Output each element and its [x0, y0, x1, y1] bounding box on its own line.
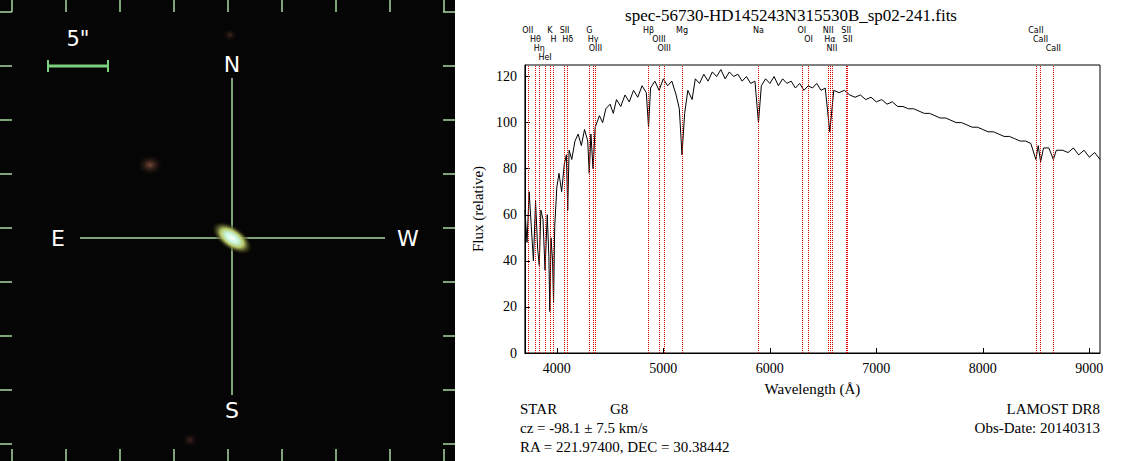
svg-text:Na: Na — [753, 26, 764, 35]
svg-text:N: N — [224, 52, 240, 77]
svg-text:cz = -98.1 ± 7.5 km/s: cz = -98.1 ± 7.5 km/s — [520, 420, 648, 436]
svg-text:OII: OII — [522, 26, 533, 35]
svg-text:Hγ: Hγ — [588, 35, 599, 44]
svg-text:OIII: OIII — [652, 35, 665, 44]
svg-text:4000: 4000 — [543, 361, 571, 376]
svg-text:SII: SII — [560, 26, 570, 35]
svg-text:LAMOST DR8: LAMOST DR8 — [1007, 401, 1101, 417]
svg-text:Hα: Hα — [824, 35, 835, 44]
svg-text:Obs-Date: 20140313: Obs-Date: 20140313 — [975, 420, 1100, 436]
svg-text:Wavelength (Å): Wavelength (Å) — [765, 381, 861, 398]
svg-text:G: G — [586, 26, 592, 35]
svg-text:OIII: OIII — [657, 44, 670, 53]
svg-text:Hδ: Hδ — [562, 35, 573, 44]
svg-text:CaII: CaII — [1033, 35, 1048, 44]
svg-text:80: 80 — [503, 161, 517, 176]
svg-text:OI: OI — [797, 26, 806, 35]
svg-text:CaII: CaII — [1028, 26, 1043, 35]
svg-text:6000: 6000 — [756, 361, 784, 376]
svg-text:S: S — [225, 398, 239, 423]
svg-text:SII: SII — [843, 35, 853, 44]
svg-text:spec-56730-HD145243N315530B_sp: spec-56730-HD145243N315530B_sp02-241.fit… — [625, 6, 957, 25]
svg-text:40: 40 — [503, 253, 517, 268]
svg-text:Hθ: Hθ — [530, 35, 541, 44]
svg-text:120: 120 — [496, 69, 517, 84]
svg-text:9000: 9000 — [1075, 361, 1103, 376]
svg-text:STAR: STAR — [520, 401, 557, 417]
svg-text:CaII: CaII — [1046, 44, 1061, 53]
svg-text:K: K — [547, 26, 553, 35]
svg-text:7000: 7000 — [862, 361, 890, 376]
svg-text:20: 20 — [503, 299, 517, 314]
svg-text:8000: 8000 — [969, 361, 997, 376]
svg-text:Hη: Hη — [534, 44, 545, 53]
svg-text:OIII: OIII — [589, 44, 602, 53]
svg-text:Flux (relative): Flux (relative) — [470, 166, 487, 252]
svg-text:HeI: HeI — [538, 53, 551, 62]
svg-text:W: W — [397, 226, 419, 251]
svg-text:SII: SII — [841, 26, 851, 35]
svg-text:5000: 5000 — [649, 361, 677, 376]
svg-text:NII: NII — [823, 26, 834, 35]
svg-text:Hβ: Hβ — [643, 26, 654, 35]
svg-text:0: 0 — [510, 346, 517, 361]
svg-text:OI: OI — [804, 35, 813, 44]
svg-text:NII: NII — [827, 44, 838, 53]
svg-text:G8: G8 — [610, 401, 628, 417]
svg-text:100: 100 — [496, 115, 517, 130]
svg-text:Mg: Mg — [676, 26, 688, 35]
svg-text:RA = 221.97400, DEC = 30.38442: RA = 221.97400, DEC = 30.38442 — [520, 439, 729, 455]
svg-text:H: H — [551, 35, 557, 44]
svg-text:E: E — [51, 226, 65, 251]
svg-text:60: 60 — [503, 207, 517, 222]
svg-text:5": 5" — [66, 27, 89, 51]
